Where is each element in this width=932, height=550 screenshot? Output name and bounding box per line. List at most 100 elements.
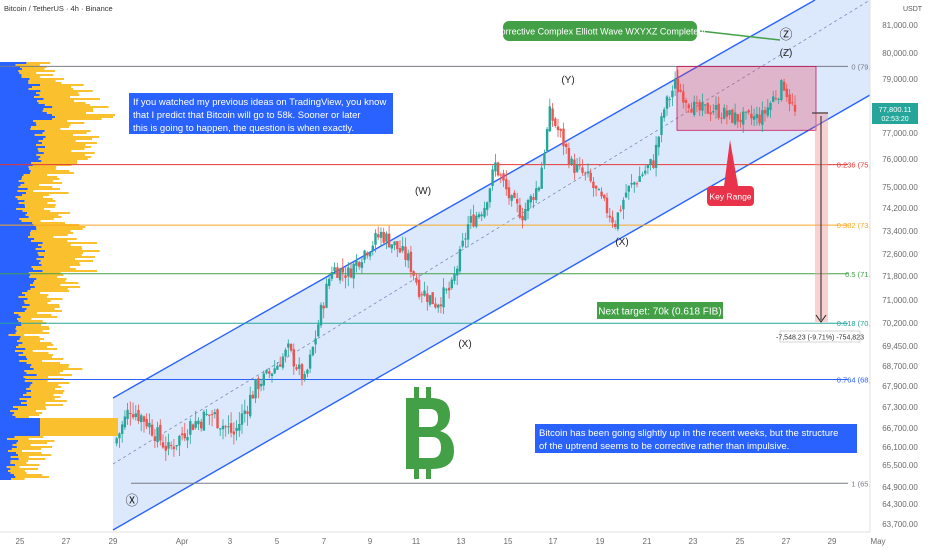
candle-body bbox=[736, 114, 739, 122]
candle-body bbox=[420, 294, 423, 296]
candle-body bbox=[608, 215, 611, 218]
candle-body bbox=[586, 171, 590, 174]
candle-body bbox=[499, 174, 502, 176]
volume-profile-bar bbox=[15, 196, 43, 198]
candle-body bbox=[191, 424, 195, 430]
candle-body bbox=[115, 438, 118, 444]
candle-body bbox=[728, 110, 731, 116]
candle-body bbox=[785, 88, 788, 97]
volume-profile-bar bbox=[38, 102, 86, 104]
volume-profile-bar bbox=[0, 272, 29, 274]
volume-profile-bar bbox=[0, 182, 25, 184]
candle-body bbox=[243, 410, 246, 414]
candle-body bbox=[551, 108, 554, 121]
volume-profile-bar bbox=[24, 302, 48, 304]
volume-profile-bar bbox=[0, 338, 20, 340]
volume-profile-bar bbox=[31, 162, 78, 164]
analysis-text-box[interactable] bbox=[535, 424, 857, 453]
volume-profile-bar bbox=[42, 132, 87, 134]
candle-body bbox=[159, 424, 162, 441]
measure-label-box bbox=[779, 330, 861, 343]
elliott-callout-box[interactable] bbox=[503, 21, 697, 41]
candle-body bbox=[554, 118, 557, 126]
volume-profile-bar bbox=[0, 158, 39, 160]
volume-profile-bar bbox=[31, 390, 65, 392]
volume-profile-bar bbox=[16, 208, 44, 210]
volume-profile-bar bbox=[0, 470, 9, 472]
volume-profile-bar bbox=[0, 174, 24, 176]
candle-body bbox=[635, 183, 639, 185]
candle-body bbox=[472, 214, 475, 227]
volume-profile-bar bbox=[0, 98, 44, 100]
next-target-box[interactable] bbox=[597, 302, 723, 319]
price-axis-tick-label: 74,200.00 bbox=[882, 204, 918, 213]
volume-profile-bar bbox=[0, 138, 44, 140]
volume-profile-bar bbox=[0, 92, 36, 94]
volume-profile-bar bbox=[14, 312, 38, 314]
candle-body bbox=[363, 250, 366, 260]
candle-body bbox=[793, 104, 797, 112]
volume-profile-bar bbox=[52, 106, 109, 108]
volume-profile-bar bbox=[0, 76, 22, 78]
candle-body bbox=[518, 205, 522, 218]
time-axis-tick-label: 15 bbox=[504, 537, 513, 546]
candle-body bbox=[486, 202, 489, 210]
idea-text-line-1: If you watched my previous ideas on Trad… bbox=[133, 97, 386, 108]
volume-profile-bar bbox=[14, 412, 43, 414]
candle-body bbox=[597, 189, 601, 191]
volume-profile-bar bbox=[0, 192, 27, 194]
candle-body bbox=[592, 181, 595, 188]
candle-body bbox=[709, 112, 712, 115]
volume-profile-bar bbox=[0, 214, 26, 216]
candle-body bbox=[761, 110, 764, 125]
volume-profile-bar bbox=[55, 116, 114, 118]
key-range-box[interactable] bbox=[676, 66, 817, 131]
time-axis[interactable]: 25 27 29 Apr 3 5 7 9 11 13 15 17 19 21 23 25 27 29 May bbox=[16, 537, 886, 546]
candle-body bbox=[426, 293, 429, 302]
volume-profile-bar bbox=[13, 406, 46, 408]
ascending-channel[interactable] bbox=[113, 0, 870, 530]
candle-body bbox=[276, 365, 279, 370]
volume-profile-bar bbox=[0, 460, 11, 462]
volume-profile-bar bbox=[0, 332, 16, 334]
volume-profile-bar bbox=[23, 376, 49, 378]
candle-body bbox=[118, 433, 121, 439]
volume-profile-bar bbox=[22, 68, 45, 70]
candle-body bbox=[638, 176, 641, 182]
volume-profile-bar bbox=[45, 250, 100, 252]
candle-body bbox=[556, 126, 560, 131]
volume-profile-bar bbox=[21, 402, 46, 404]
volume-profile-bar bbox=[0, 392, 27, 394]
price-axis-background[interactable] bbox=[870, 0, 932, 550]
volume-profile-bar bbox=[0, 366, 31, 368]
candle-body bbox=[622, 199, 625, 210]
volume-profile-bar bbox=[30, 288, 68, 290]
volume-profile-bar bbox=[0, 478, 11, 480]
volume-profile-bar bbox=[29, 168, 56, 170]
idea-text-box[interactable] bbox=[129, 93, 393, 134]
volume-profile-bar bbox=[0, 204, 25, 206]
candle-body bbox=[352, 263, 355, 279]
key-range-callout-box[interactable] bbox=[707, 186, 754, 206]
candle-body bbox=[142, 416, 146, 422]
candle-body bbox=[791, 102, 794, 104]
volume-profile-bar bbox=[0, 388, 27, 390]
volume-profile-bar bbox=[20, 336, 40, 338]
volume-profile-bar bbox=[27, 298, 63, 300]
price-axis[interactable]: 81,000.0080,000.0079,000.0078,000.0077,0… bbox=[882, 21, 918, 529]
channel-lower-line[interactable] bbox=[112, 94, 871, 531]
candle-body bbox=[521, 215, 524, 221]
target-arrow-head bbox=[815, 314, 827, 323]
volume-profile-bar bbox=[0, 122, 36, 124]
time-axis-tick-label: 29 bbox=[828, 537, 837, 546]
volume-profile-bar bbox=[0, 242, 43, 244]
volume-profile-bar bbox=[0, 222, 33, 224]
candle-body bbox=[750, 113, 753, 119]
candle-body bbox=[540, 167, 543, 189]
volume-profile-bar bbox=[0, 456, 11, 458]
time-axis-tick-label: May bbox=[870, 537, 885, 546]
time-axis-tick-label: 29 bbox=[109, 537, 118, 546]
candle-body bbox=[505, 179, 508, 190]
volume-profile-bar bbox=[0, 156, 41, 158]
